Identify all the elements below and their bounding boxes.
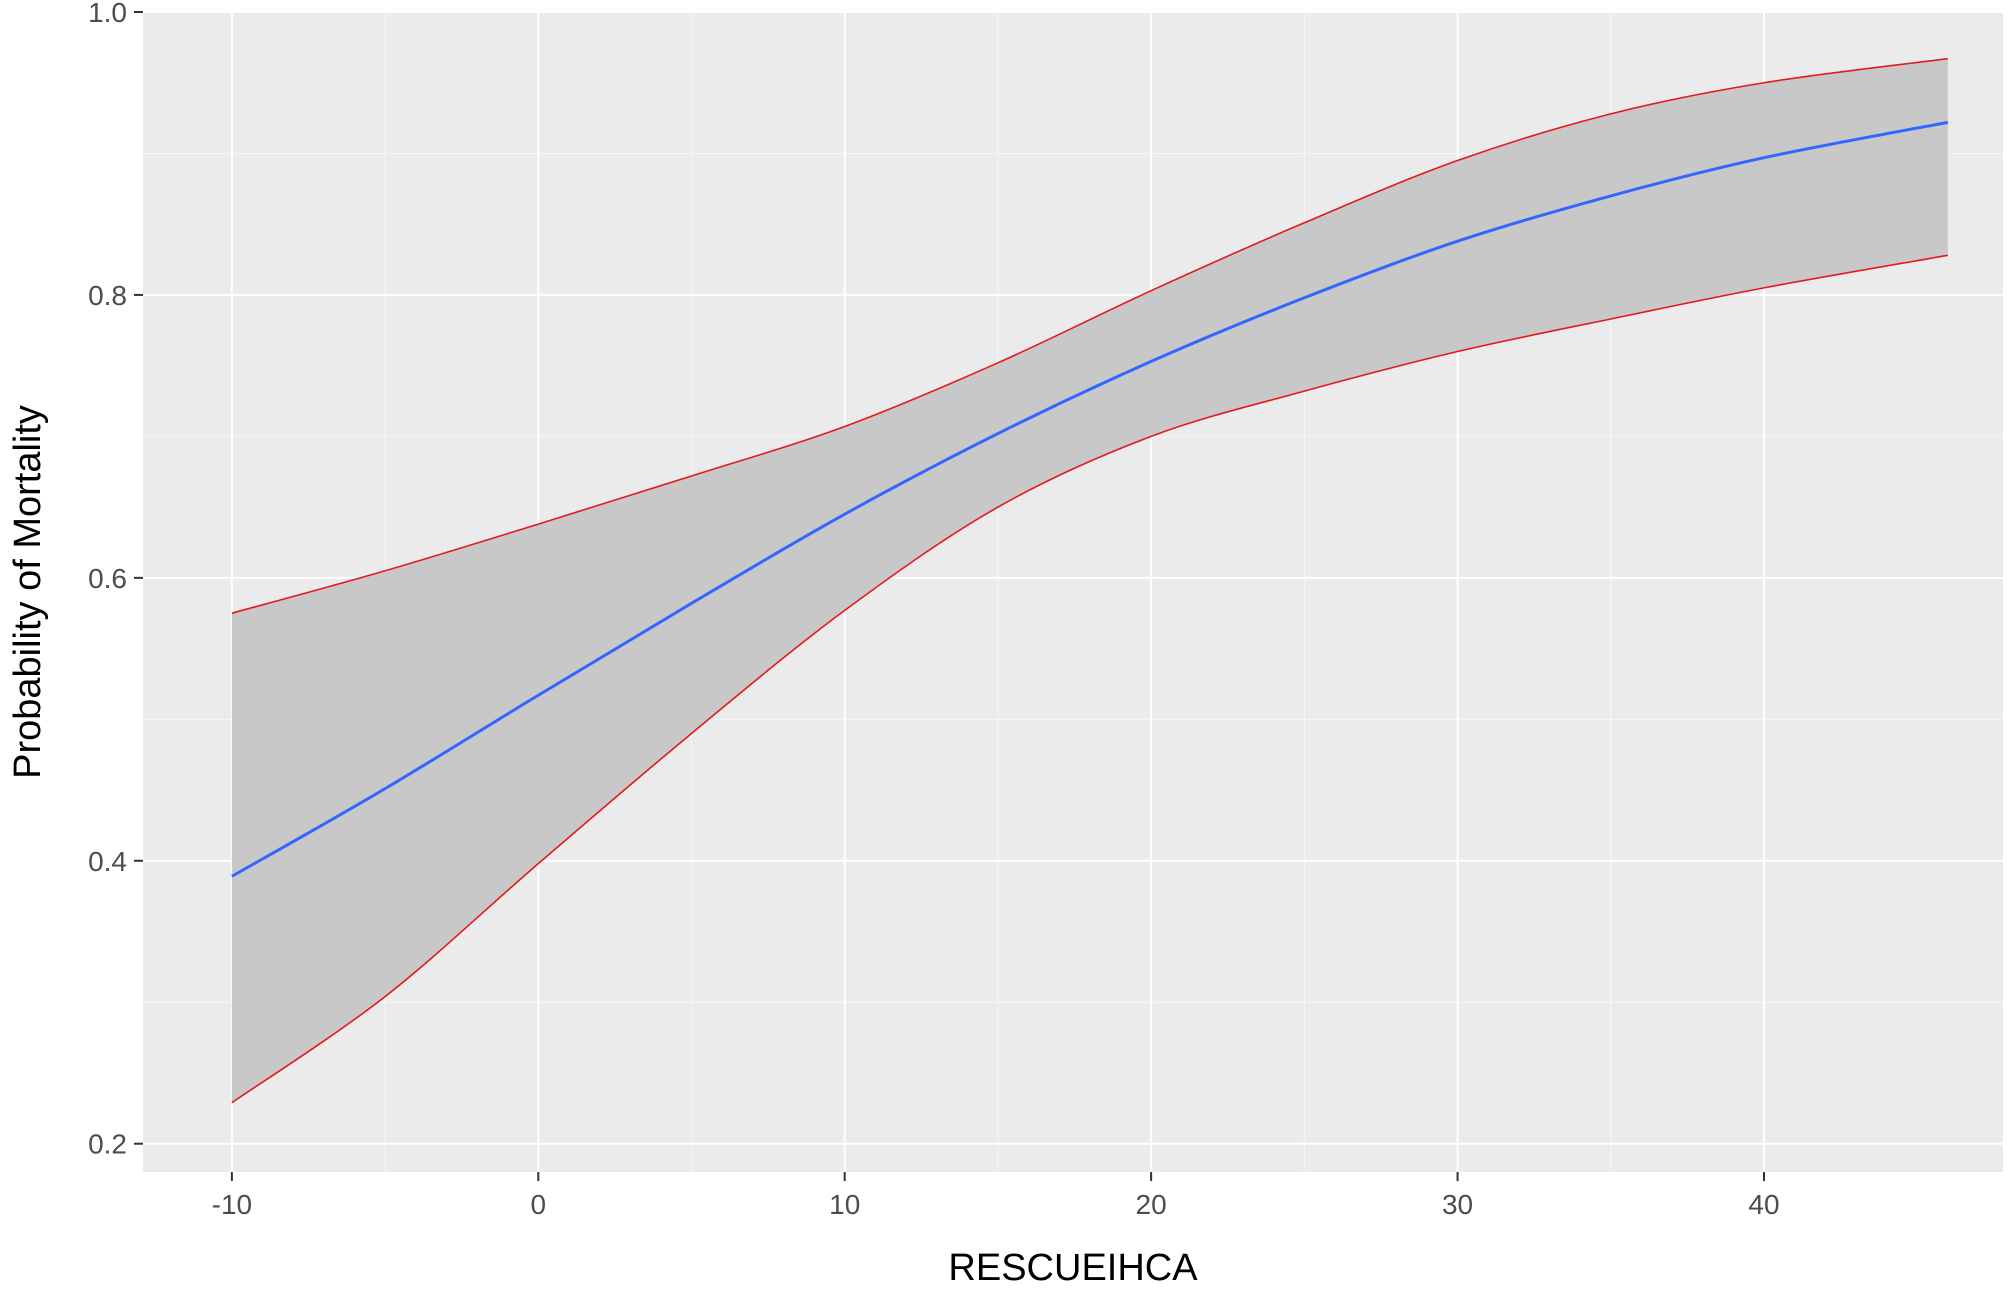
x-tick-label: 40 — [1748, 1189, 1779, 1220]
x-tick-label: 0 — [530, 1189, 546, 1220]
confidence-ribbon — [231, 58, 1948, 1103]
y-axis-ticks: 0.2 0.4 0.6 0.8 1.0 — [88, 0, 143, 1160]
x-axis-ticks: -10 0 10 20 30 40 — [212, 1172, 1780, 1220]
lower-bound-line — [231, 254, 1948, 1104]
y-tick-label: 0.4 — [88, 846, 127, 877]
x-tick-label: 10 — [829, 1189, 860, 1220]
y-tick-label: 0.2 — [88, 1129, 127, 1160]
y-axis-title: Probability of Mortality — [7, 405, 49, 779]
fitted-line — [231, 120, 1949, 878]
x-tick-label: 30 — [1442, 1189, 1473, 1220]
y-tick-label: 0.6 — [88, 563, 127, 594]
y-tick-label: 1.0 — [88, 0, 127, 28]
x-tick-label: 20 — [1136, 1189, 1167, 1220]
upper-bound-line — [231, 57, 1948, 614]
x-tick-label: -10 — [212, 1189, 252, 1220]
y-tick-label: 0.8 — [88, 280, 127, 311]
x-axis-title: RESCUEIHCA — [948, 1247, 1198, 1289]
